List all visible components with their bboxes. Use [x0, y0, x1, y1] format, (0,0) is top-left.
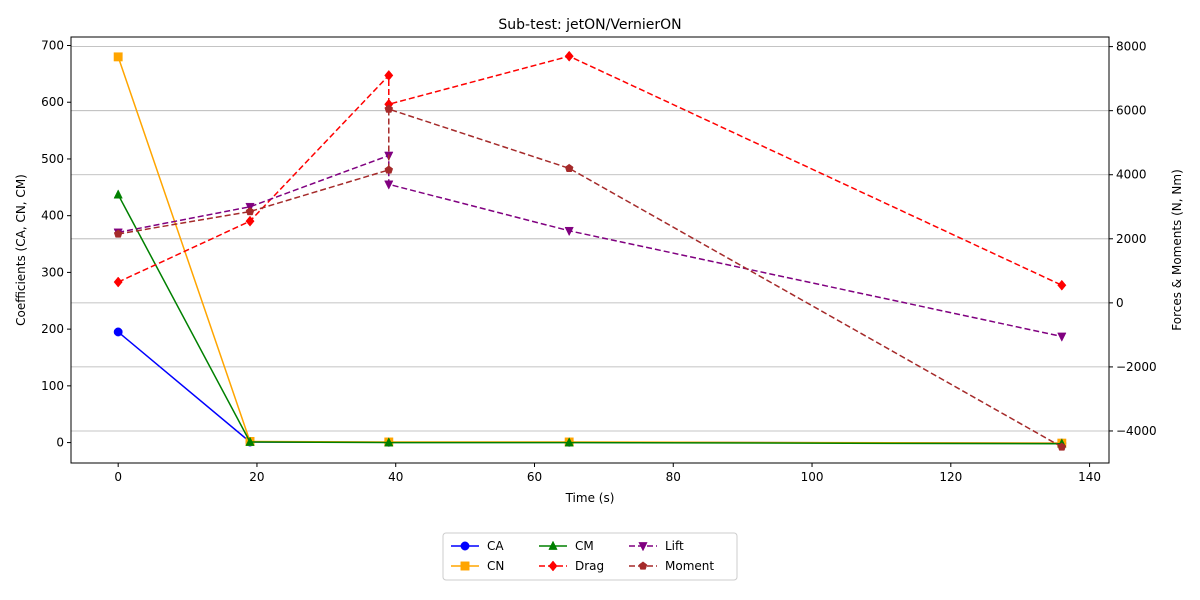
- x-tick-label: 20: [249, 470, 264, 484]
- data-point-drag: [245, 215, 255, 227]
- legend-marker: [548, 540, 558, 550]
- data-point-lift: [564, 226, 574, 237]
- data-point-ca: [113, 327, 123, 337]
- legend-label: CA: [487, 539, 504, 553]
- data-point-moment: [245, 207, 255, 216]
- x-tick-label: 100: [801, 470, 824, 484]
- data-point-moment: [113, 229, 123, 238]
- y-right-tick-label: 4000: [1116, 168, 1147, 182]
- legend-item-lift: Lift: [629, 539, 684, 553]
- series-line-lift: [118, 154, 1062, 338]
- series-line-drag: [117, 55, 1063, 286]
- legend-item-cm: CM: [539, 539, 594, 553]
- x-axis-title: Time (s): [565, 491, 615, 505]
- data-point-cm: [564, 437, 574, 447]
- legend-item-ca: CA: [451, 539, 504, 553]
- y-left-tick-label: 0: [56, 436, 64, 450]
- legend-item-drag: Drag: [539, 559, 604, 573]
- y-right-tick-label: 2000: [1116, 232, 1147, 246]
- series-layer: [113, 50, 1067, 451]
- data-point-lift: [384, 180, 394, 190]
- data-point-drag: [1057, 279, 1067, 291]
- y-axis-left-title: Coefficients (CA, CN, CM): [14, 174, 28, 326]
- y-left-tick-label: 100: [41, 379, 64, 393]
- legend-label: CN: [487, 559, 504, 573]
- data-point-cm: [245, 436, 255, 446]
- y-axis-right-title: Forces & Moments (N, Nm): [1170, 169, 1184, 330]
- y-left-tick-label: 500: [41, 152, 64, 166]
- data-point-cm: [113, 189, 123, 199]
- y-left-tick-label: 200: [41, 322, 64, 336]
- legend-items: CA CN CM Drag Lift Moment: [451, 539, 714, 573]
- legend-marker: [548, 560, 558, 572]
- legend-marker: [638, 542, 648, 552]
- legend-item-cn: CN: [451, 559, 504, 573]
- data-point-moment: [384, 165, 394, 174]
- data-point-drag: [113, 276, 123, 288]
- x-tick-label: 80: [666, 470, 681, 484]
- data-point-cm: [384, 437, 394, 447]
- legend-label: Lift: [665, 539, 684, 553]
- legend-marker: [460, 541, 470, 551]
- data-point-moment: [1057, 442, 1067, 451]
- y-left-tick-label: 700: [41, 39, 64, 53]
- data-point-cn: [113, 52, 123, 62]
- y-right-tick-label: 8000: [1116, 40, 1147, 54]
- x-tick-label: 0: [114, 470, 122, 484]
- legend-label: Moment: [665, 559, 714, 573]
- data-point-drag: [384, 70, 394, 81]
- chart-title: Sub-test: jetON/VernierON: [498, 17, 681, 33]
- y-right-tick-label: 0: [1116, 296, 1124, 310]
- legend-item-moment: Moment: [629, 559, 714, 573]
- legend: CA CN CM Drag Lift Moment: [442, 532, 738, 581]
- y-left-tick-label: 600: [41, 95, 64, 109]
- y-right-tick-label: −4000: [1116, 424, 1157, 438]
- y-left-tick-label: 400: [41, 209, 64, 223]
- data-point-lift: [1057, 332, 1067, 342]
- data-point-moment: [564, 163, 574, 172]
- axis-layer: 0 20 40 60 80 100 120 140 0 100 200 300 400 500 600 700…: [41, 39, 1157, 484]
- legend-frame: [442, 532, 738, 581]
- x-tick-label: 40: [388, 470, 403, 484]
- data-point-moment: [384, 104, 394, 113]
- legend-marker: [460, 561, 470, 571]
- y-left-tick-label: 300: [41, 265, 64, 279]
- x-tick-label: 60: [527, 470, 542, 484]
- series-line-moment: [118, 108, 1063, 448]
- series-drag: [113, 50, 1067, 291]
- data-point-drag: [564, 50, 574, 62]
- y-right-tick-label: −2000: [1116, 360, 1157, 374]
- legend-label: Drag: [575, 559, 604, 573]
- plot-frame: [70, 36, 1110, 464]
- legend-marker: [638, 561, 648, 570]
- legend-label: CM: [575, 539, 594, 553]
- x-tick-label: 120: [939, 470, 962, 484]
- x-tick-label: 140: [1078, 470, 1101, 484]
- plot-background: [71, 37, 1109, 463]
- series-moment: [113, 104, 1067, 451]
- y-right-tick-label: 6000: [1116, 104, 1147, 118]
